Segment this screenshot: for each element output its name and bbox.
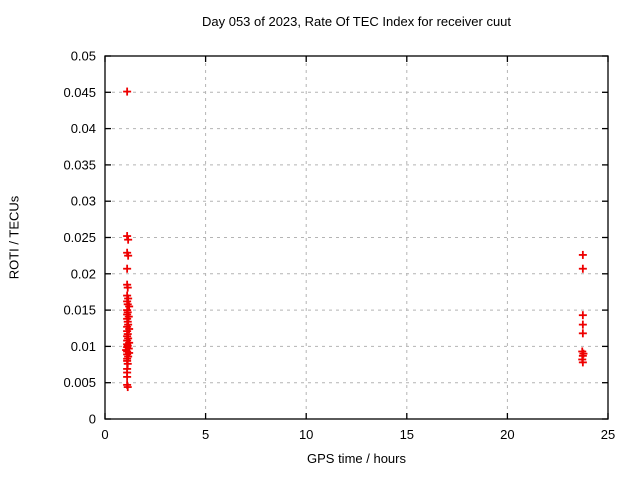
y-tick-label: 0.025: [63, 230, 96, 245]
y-tick-label: 0.04: [71, 121, 96, 136]
x-tick-label: 0: [101, 427, 108, 442]
x-tick-label: 5: [202, 427, 209, 442]
x-tick-label: 25: [601, 427, 615, 442]
x-tick-label: 10: [299, 427, 313, 442]
x-axis-label: GPS time / hours: [307, 451, 406, 466]
y-tick-label: 0.015: [63, 303, 96, 318]
y-tick-label: 0.05: [71, 49, 96, 64]
y-tick-label: 0.045: [63, 85, 96, 100]
x-tick-label: 20: [500, 427, 514, 442]
y-tick-label: 0.02: [71, 266, 96, 281]
y-tick-label: 0.005: [63, 375, 96, 390]
y-tick-label: 0: [89, 412, 96, 427]
chart-title: Day 053 of 2023, Rate Of TEC Index for r…: [201, 14, 512, 29]
y-tick-label: 0.03: [71, 194, 96, 209]
x-tick-label: 15: [400, 427, 414, 442]
y-tick-label: 0.035: [63, 157, 96, 172]
y-tick-label: 0.01: [71, 339, 96, 354]
